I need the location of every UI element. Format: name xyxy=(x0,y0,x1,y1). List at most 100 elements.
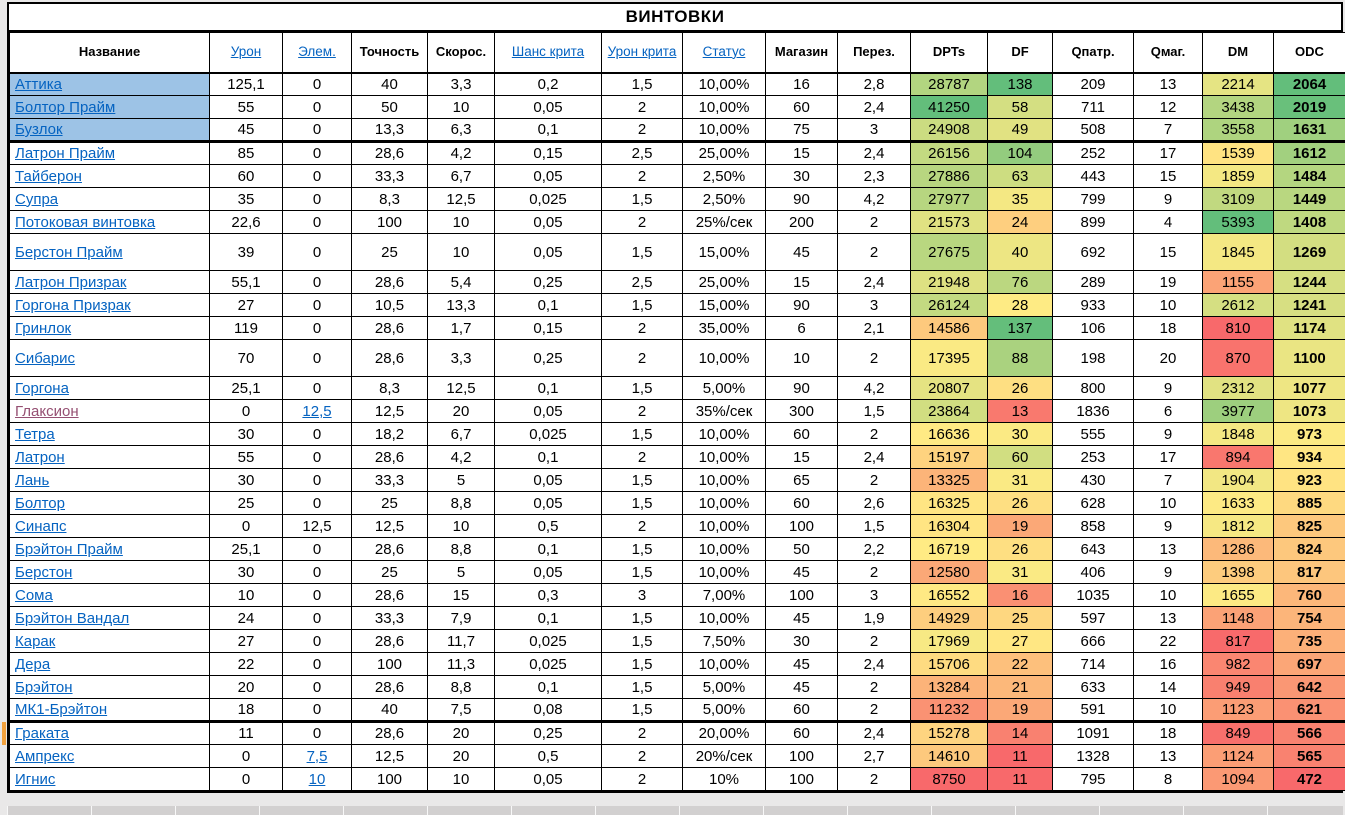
perez-cell: 2,4 xyxy=(837,652,911,676)
perez-cell: 1,9 xyxy=(837,606,911,630)
column-header-status[interactable]: Статус xyxy=(682,32,766,74)
column-header-uron[interactable]: Урон xyxy=(209,32,283,74)
column-header-magazin: Магазин xyxy=(765,32,838,74)
weapon-name-link[interactable]: Гринлок xyxy=(9,316,210,340)
elem-value-link[interactable]: 12,5 xyxy=(282,399,352,423)
skoros-cell: 6,3 xyxy=(427,118,495,143)
dpts-cell: 14586 xyxy=(910,316,988,340)
weapon-name-link[interactable]: Берстон xyxy=(9,560,210,584)
qmag-cell: 13 xyxy=(1133,537,1203,561)
weapon-name-link[interactable]: Аттика xyxy=(9,72,210,96)
weapon-name-link[interactable]: Синапс xyxy=(9,514,210,538)
crit_dmg-cell: 2,5 xyxy=(601,141,683,165)
weapon-name-link[interactable]: Горгона xyxy=(9,376,210,400)
skoros-cell: 6,7 xyxy=(427,422,495,446)
qmag-cell: 12 xyxy=(1133,95,1203,119)
weapon-name-link[interactable]: Сибарис xyxy=(9,339,210,377)
weapon-name-link[interactable]: Брэйтон Вандал xyxy=(9,606,210,630)
elem-cell: 0 xyxy=(282,445,352,469)
elem-cell: 0 xyxy=(282,422,352,446)
weapon-name-link[interactable]: Болтор xyxy=(9,491,210,515)
weapon-name-link[interactable]: Тетра xyxy=(9,422,210,446)
status-cell: 10,00% xyxy=(682,606,766,630)
odc-cell: 973 xyxy=(1273,422,1345,446)
status-cell: 10% xyxy=(682,767,766,791)
weapon-name-link[interactable]: Бузлок xyxy=(9,118,210,143)
crit_dmg-cell: 2 xyxy=(601,744,683,768)
qmag-cell: 13 xyxy=(1133,606,1203,630)
qpatr-cell: 289 xyxy=(1052,270,1134,294)
magazin-cell: 100 xyxy=(765,744,838,768)
elem-value-link[interactable]: 7,5 xyxy=(282,744,352,768)
dpts-cell: 21573 xyxy=(910,210,988,234)
perez-cell: 2 xyxy=(837,468,911,492)
weapon-name-link[interactable]: Потоковая винтовка xyxy=(9,210,210,234)
perez-cell: 2 xyxy=(837,767,911,791)
dm-cell: 1123 xyxy=(1202,698,1274,723)
df-cell: 26 xyxy=(987,537,1053,561)
weapon-name-link[interactable]: Берстон Прайм xyxy=(9,233,210,271)
weapon-name-link[interactable]: Брэйтон Прайм xyxy=(9,537,210,561)
column-header-elem[interactable]: Элем. xyxy=(282,32,352,74)
uron-cell: 27 xyxy=(209,629,283,653)
elem-cell: 0 xyxy=(282,537,352,561)
elem-cell: 0 xyxy=(282,698,352,723)
weapon-name-link[interactable]: Латрон Прайм xyxy=(9,141,210,165)
skoros-cell: 8,8 xyxy=(427,537,495,561)
weapon-name-link[interactable]: Латрон xyxy=(9,445,210,469)
column-header-df: DF xyxy=(987,32,1053,74)
weapon-name-link[interactable]: Болтор Прайм xyxy=(9,95,210,119)
weapon-name-link[interactable]: Сома xyxy=(9,583,210,607)
magazin-cell: 90 xyxy=(765,293,838,317)
elem-cell: 0 xyxy=(282,233,352,271)
qpatr-cell: 1035 xyxy=(1052,583,1134,607)
weapon-name-link[interactable]: Глаксион xyxy=(9,399,210,423)
magazin-cell: 200 xyxy=(765,210,838,234)
qpatr-cell: 406 xyxy=(1052,560,1134,584)
weapon-row: Тетра 30 0 18,2 6,7 0,025 1,5 10,00% 60 2 16636 30 5… xyxy=(9,422,1345,446)
skoros-cell: 15 xyxy=(427,583,495,607)
weapon-name-link[interactable]: Тайберон xyxy=(9,164,210,188)
magazin-cell: 90 xyxy=(765,187,838,211)
odc-cell: 1269 xyxy=(1273,233,1345,271)
df-cell: 25 xyxy=(987,606,1053,630)
magazin-cell: 60 xyxy=(765,95,838,119)
magazin-cell: 45 xyxy=(765,560,838,584)
weapon-name-link[interactable]: Карак xyxy=(9,629,210,653)
qpatr-cell: 692 xyxy=(1052,233,1134,271)
weapon-name-link[interactable]: Латрон Призрак xyxy=(9,270,210,294)
dpts-cell: 41250 xyxy=(910,95,988,119)
qpatr-cell: 555 xyxy=(1052,422,1134,446)
weapon-name-link[interactable]: Ампрекс xyxy=(9,744,210,768)
weapon-name-link[interactable]: Игнис xyxy=(9,767,210,791)
crit_chance-cell: 0,05 xyxy=(494,767,602,791)
column-header-crit_dmg[interactable]: Урон крита xyxy=(601,32,683,74)
odc-cell: 1449 xyxy=(1273,187,1345,211)
column-header-crit_chance[interactable]: Шанс крита xyxy=(494,32,602,74)
odc-cell: 824 xyxy=(1273,537,1345,561)
uron-cell: 25,1 xyxy=(209,376,283,400)
column-header-tochnost: Точность xyxy=(351,32,428,74)
elem-cell: 0 xyxy=(282,316,352,340)
weapon-name-link[interactable]: Брэйтон xyxy=(9,675,210,699)
weapon-name-link[interactable]: Дера xyxy=(9,652,210,676)
magazin-cell: 100 xyxy=(765,767,838,791)
skoros-cell: 6,7 xyxy=(427,164,495,188)
weapon-name-link[interactable]: Лань xyxy=(9,468,210,492)
weapon-name-link[interactable]: Граката xyxy=(9,721,210,745)
status-cell: 10,00% xyxy=(682,72,766,96)
odc-cell: 642 xyxy=(1273,675,1345,699)
qpatr-cell: 253 xyxy=(1052,445,1134,469)
skoros-cell: 10 xyxy=(427,767,495,791)
weapon-name-link[interactable]: Горгона Призрак xyxy=(9,293,210,317)
weapon-name-link[interactable]: Супра xyxy=(9,187,210,211)
weapon-row: Брэйтон Прайм 25,1 0 28,6 8,8 0,1 1,5 10,00% 50 2… xyxy=(9,537,1345,561)
uron-cell: 0 xyxy=(209,767,283,791)
tochnost-cell: 28,6 xyxy=(351,270,428,294)
df-cell: 21 xyxy=(987,675,1053,699)
elem-value-link[interactable]: 10 xyxy=(282,767,352,791)
weapon-name-link[interactable]: МК1-Брэйтон xyxy=(9,698,210,723)
elem-cell: 0 xyxy=(282,583,352,607)
weapon-row: Карак 27 0 28,6 11,7 0,025 1,5 7,50% 30 2 17969 27 6… xyxy=(9,629,1345,653)
column-header-dm: DM xyxy=(1202,32,1274,74)
